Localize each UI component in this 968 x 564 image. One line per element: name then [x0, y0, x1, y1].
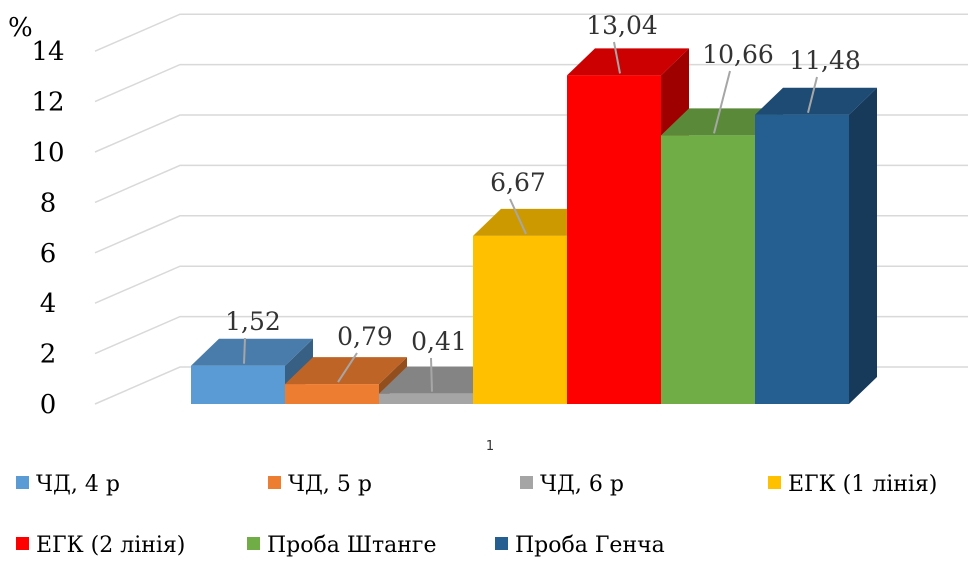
- bar-top: [473, 208, 595, 236]
- leader-line: [713, 70, 731, 134]
- y-tick-label: 10: [31, 138, 64, 168]
- legend-label: ЧД, 5 р: [288, 472, 372, 497]
- legend-swatch: [768, 476, 781, 489]
- legend-swatch: [495, 537, 508, 550]
- legend-label: ЧД, 4 р: [36, 472, 120, 497]
- legend-item: Проба Генча: [495, 533, 665, 558]
- legend-label: Проба Генча: [515, 533, 665, 558]
- y-axis-label: %: [8, 13, 33, 43]
- category-label: 1: [486, 439, 494, 454]
- leader-line: [337, 352, 358, 383]
- leader-line: [613, 41, 621, 74]
- data-labels: 1,52 0,79 0,41 6,67 13,04 10,66 11,48: [225, 11, 861, 392]
- data-label: 11,48: [789, 46, 861, 75]
- data-label: 1,52: [225, 307, 281, 336]
- bar-top: [191, 338, 313, 366]
- bar-front: [191, 365, 285, 404]
- legend-item: Проба Штанге: [247, 533, 436, 558]
- bars: [191, 48, 877, 405]
- gridline: [94, 13, 968, 52]
- y-tick-label: 8: [40, 188, 57, 218]
- legend-label: Проба Штанге: [267, 533, 436, 558]
- bar-front: [661, 135, 755, 405]
- legend-item: ЕГК (1 лінія): [768, 472, 937, 497]
- bar: [191, 338, 313, 404]
- y-tick-label: 4: [40, 289, 57, 319]
- bar: [755, 87, 877, 404]
- data-label: 10,66: [702, 40, 774, 69]
- bar-front: [567, 75, 661, 404]
- legend-swatch: [247, 537, 260, 550]
- leader-line: [509, 198, 527, 235]
- data-label: 0,79: [337, 322, 393, 351]
- leader-line: [243, 337, 246, 364]
- legend-item: ЧД, 4 р: [16, 472, 120, 497]
- bar-front: [473, 235, 567, 404]
- y-tick-label: 0: [40, 390, 57, 420]
- legend-label: ЧД, 6 р: [540, 472, 624, 497]
- y-axis-ticks: 0 2 4 6 8 10 12 14: [31, 37, 64, 420]
- legend-swatch: [16, 537, 29, 550]
- bar-front: [285, 384, 379, 404]
- legend-item: ЧД, 6 р: [520, 472, 624, 497]
- bar-front: [755, 114, 849, 404]
- bar-top: [567, 48, 689, 76]
- legend-label: ЕГК (1 лінія): [788, 472, 937, 497]
- y-tick-label: 14: [31, 37, 64, 67]
- legend-item: ЕГК (2 лінія): [16, 533, 185, 558]
- gridlines: [94, 13, 968, 405]
- legend: ЧД, 4 р ЧД, 5 р ЧД, 6 р ЕГК (1 лінія) ЕГК (2…: [16, 472, 937, 558]
- gridline: [94, 63, 968, 103]
- bar-top: [379, 366, 501, 394]
- y-tick-label: 2: [40, 340, 57, 370]
- legend-swatch: [520, 476, 533, 489]
- data-label: 6,67: [490, 168, 546, 197]
- y-tick-label: 6: [40, 239, 57, 269]
- bar-top: [661, 108, 783, 136]
- legend-item: ЧД, 5 р: [268, 472, 372, 497]
- leader-line: [430, 357, 433, 392]
- bar-top: [755, 87, 877, 115]
- legend-swatch: [268, 476, 281, 489]
- data-label: 0,41: [411, 327, 467, 356]
- leader-line: [807, 76, 818, 113]
- data-label: 13,04: [586, 11, 658, 40]
- legend-swatch: [16, 476, 29, 489]
- legend-label: ЕГК (2 лінія): [36, 533, 185, 558]
- y-tick-label: 12: [31, 88, 64, 118]
- bar-side: [849, 87, 877, 404]
- bar-front: [379, 393, 473, 404]
